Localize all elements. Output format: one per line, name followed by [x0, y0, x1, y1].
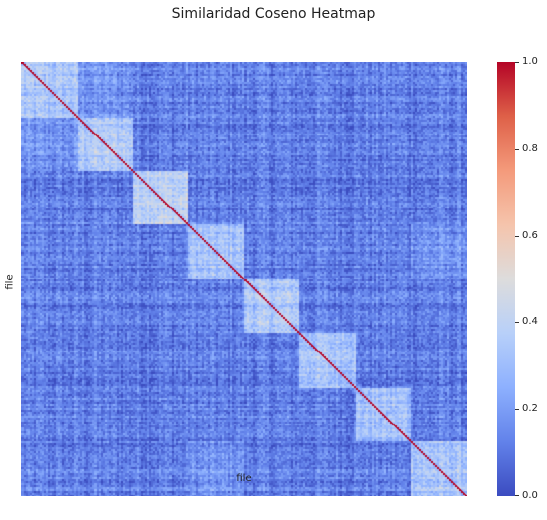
colorbar-tick-label: 0.4 [522, 316, 538, 328]
colorbar-tick-mark [515, 322, 519, 324]
colorbar-tick-label: 0.0 [522, 490, 538, 501]
colorbar-tick-mark [515, 409, 519, 411]
colorbar-tick-mark [515, 495, 519, 496]
colorbar-tick-label: 1.0 [522, 56, 538, 67]
colorbar-tick-mark [515, 235, 519, 237]
colorbar-tick-mark [515, 148, 519, 150]
colorbar-tick-label: 0.6 [522, 229, 538, 241]
colorbar-tick-label: 0.2 [522, 403, 538, 415]
y-axis-label: file [4, 274, 16, 290]
colorbar [497, 62, 515, 496]
colorbar-tick-mark [515, 62, 519, 63]
chart-title: Similaridad Coseno Heatmap [171, 6, 376, 22]
heatmap-canvas [21, 62, 467, 496]
colorbar-tick-label: 0.8 [522, 142, 538, 154]
x-axis-label: file [236, 473, 252, 484]
